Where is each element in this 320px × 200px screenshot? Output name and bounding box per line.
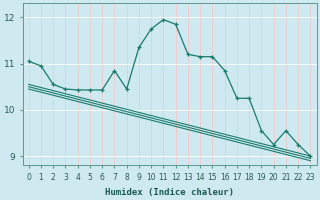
X-axis label: Humidex (Indice chaleur): Humidex (Indice chaleur)	[105, 188, 234, 197]
